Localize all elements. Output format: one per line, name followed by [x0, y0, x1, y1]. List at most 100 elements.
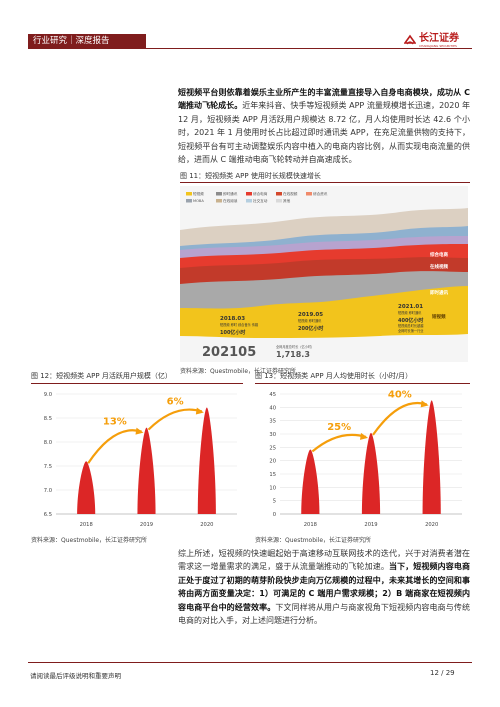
fig11-caption: 图 11：短视频类 APP 使用时长规模快速增长 — [180, 172, 321, 180]
callout-line: 短视频 即时 综合音乐 传媒 — [220, 322, 259, 327]
y-tick-label: 40 — [269, 405, 276, 411]
growth-arrowhead — [360, 432, 368, 440]
growth-arrowhead — [420, 400, 429, 408]
fig12-rule — [31, 383, 243, 384]
fig11-source: 资料来源：Questmobile，长江证券研究所 — [180, 368, 297, 375]
y-tick-label: 15 — [269, 472, 276, 478]
growth-arrowhead — [135, 427, 144, 435]
callout-line: 全网时长第一行业 — [398, 328, 424, 333]
x-tick-label: 2020 — [200, 522, 213, 528]
footer-rule — [28, 662, 472, 663]
growth-arrow — [372, 402, 427, 436]
y-tick-label: 6.5 — [44, 512, 52, 518]
growth-arrow — [87, 429, 142, 464]
bar-2020 — [197, 407, 216, 514]
page-number: 12 / 29 — [430, 669, 455, 677]
callout-date: 2018.03 — [220, 316, 245, 322]
callout-line: 短视频 即时通讯 — [398, 310, 422, 315]
callout-line: 短视频 即时通讯 — [298, 318, 322, 323]
legend-item: 即时通讯 — [223, 191, 238, 196]
stream-label: 综合电商 — [430, 251, 448, 258]
x-tick-label: 2018 — [80, 522, 93, 528]
legend-item: 综合电商 — [253, 191, 268, 196]
growth-arrowhead — [195, 407, 204, 415]
bar-2018 — [77, 461, 96, 514]
fig13-rule — [255, 383, 470, 384]
streamgraph-svg: 短视频 即时通讯 综合电商 在线视频 综合资讯 MOBA 在线阅读 社交互动 其… — [180, 191, 468, 360]
legend-swatch — [216, 192, 222, 196]
fig12-source: 资料来源：Questmobile，长江证券研究所 — [31, 537, 148, 544]
y-tick-label: 0 — [273, 512, 276, 518]
bar-2018 — [301, 449, 320, 514]
callout-line: 短视频总时长超越 — [398, 323, 424, 328]
fig11-streamgraph: 短视频 即时通讯 综合电商 在线视频 综合资讯 MOBA 在线阅读 社交互动 其… — [180, 186, 468, 362]
legend-swatch — [216, 199, 222, 203]
legend-item: 在线阅读 — [223, 198, 238, 203]
conclusion-paragraph: 综上所述，短视频的快速崛起始于高速移动互联网技术的迭代，兴于对消费者潜在需求这一… — [178, 547, 470, 627]
fig12-caption: 图 12：短视频类 APP 月活跃用户规模（亿） — [31, 372, 172, 380]
fig12-chart: 9.0 8.5 8.0 7.5 7.0 6.5 2018 2019 2020 13% 6% — [44, 392, 237, 528]
y-tick-label: 8.0 — [44, 440, 52, 446]
y-tick-label: 35 — [269, 419, 276, 425]
y-tick-label: 8.5 — [44, 416, 52, 422]
y-tick-label: 9.0 — [44, 392, 52, 398]
legend-item: 其他 — [283, 198, 291, 203]
x-tick-label: 2019 — [140, 522, 153, 528]
logo-subtext: CHANGJIANG SECURITIES — [419, 44, 457, 48]
x-tick-label: 2018 — [304, 522, 317, 528]
callout-date: 2019.05 — [298, 312, 323, 318]
legend-swatch — [306, 192, 312, 196]
intro-text: 近年来抖音、快手等短视频类 APP 流量规模增长迅速，2020 年 12 月，短… — [178, 101, 471, 165]
fig13-source: 资料来源：Questmobile，长江证券研究所 — [255, 537, 372, 544]
x-tick-label: 2019 — [364, 522, 377, 528]
fig13-chart: 45 40 35 30 25 20 15 10 5 0 2018 2019 2020 25% 40% — [269, 389, 462, 528]
callout-value: 100亿小时 — [220, 329, 245, 336]
stream-label: 短视频 — [432, 313, 446, 320]
y-tick-label: 25 — [269, 445, 276, 451]
big-note: 全网月度总时长（亿小时） — [276, 344, 314, 349]
intro-paragraph: 短视频平台则依靠着娱乐主业所产生的丰富流量直接导入自身电商模块，成功从 C 端推… — [178, 86, 470, 166]
y-tick-label: 30 — [269, 432, 276, 438]
brand-logo: 长江证券 CHANGJIANG SECURITIES — [404, 33, 474, 48]
legend-swatch — [276, 192, 282, 196]
legend-swatch — [246, 199, 252, 203]
y-tick-label: 10 — [269, 485, 276, 491]
bar-2019 — [361, 432, 381, 514]
big-date: 202105 — [202, 345, 256, 360]
logo-text: 长江证券 — [419, 33, 459, 44]
legend-item: 社交互动 — [253, 198, 268, 203]
growth-arrow — [147, 408, 203, 431]
callout-date: 2021.01 — [398, 304, 423, 310]
growth-arrow — [311, 433, 367, 453]
intro-bold: 短视频平台则依靠着娱乐主业所产生的丰富流量直接导入自身电商模块，成功从 C 端推… — [178, 88, 470, 111]
header-rule — [28, 48, 472, 49]
conclusion-text1: 综上所述，短视频的快速崛起始于高速移动互联网技术的迭代，兴于对消费者潜在需求这一… — [178, 549, 470, 572]
x-tick-label: 2020 — [425, 522, 438, 528]
growth-label: 25% — [327, 422, 351, 433]
legend-swatch — [186, 192, 192, 196]
growth-label: 6% — [167, 396, 184, 407]
big-value: 1,718.3 — [276, 350, 310, 359]
legend-item: MOBA — [193, 199, 204, 203]
legend-swatch — [186, 199, 192, 203]
section-label: 行业研究｜深度报告 — [28, 34, 146, 48]
bar-2020 — [422, 400, 441, 514]
legend-swatch — [276, 199, 282, 203]
y-tick-label: 7.5 — [44, 464, 52, 470]
fig13-caption: 图 13：短视频类 APP 月人均使用时长（小时/月） — [255, 372, 413, 380]
fig11-rule — [180, 182, 470, 183]
conclusion-text2: 下文同样将从用户与商家视角下短视频内容电商与传统电商的对比入手，对上述问题进行分… — [178, 602, 471, 626]
y-tick-label: 5 — [273, 499, 276, 505]
y-tick-label: 7.0 — [44, 488, 52, 494]
bar-2019 — [137, 427, 156, 514]
legend-item: 短视频 — [193, 191, 204, 196]
stream-label: 即时通讯 — [430, 289, 448, 296]
growth-label: 13% — [103, 417, 127, 428]
y-tick-label: 20 — [269, 459, 276, 465]
logo-icon — [404, 34, 416, 45]
legend-item: 综合资讯 — [313, 191, 328, 196]
footer-disclaimer: 请阅读最后评级说明和重要声明 — [30, 672, 121, 680]
stream-layer-short-video — [180, 286, 468, 338]
y-tick-label: 45 — [269, 392, 276, 398]
growth-label: 40% — [388, 389, 412, 400]
